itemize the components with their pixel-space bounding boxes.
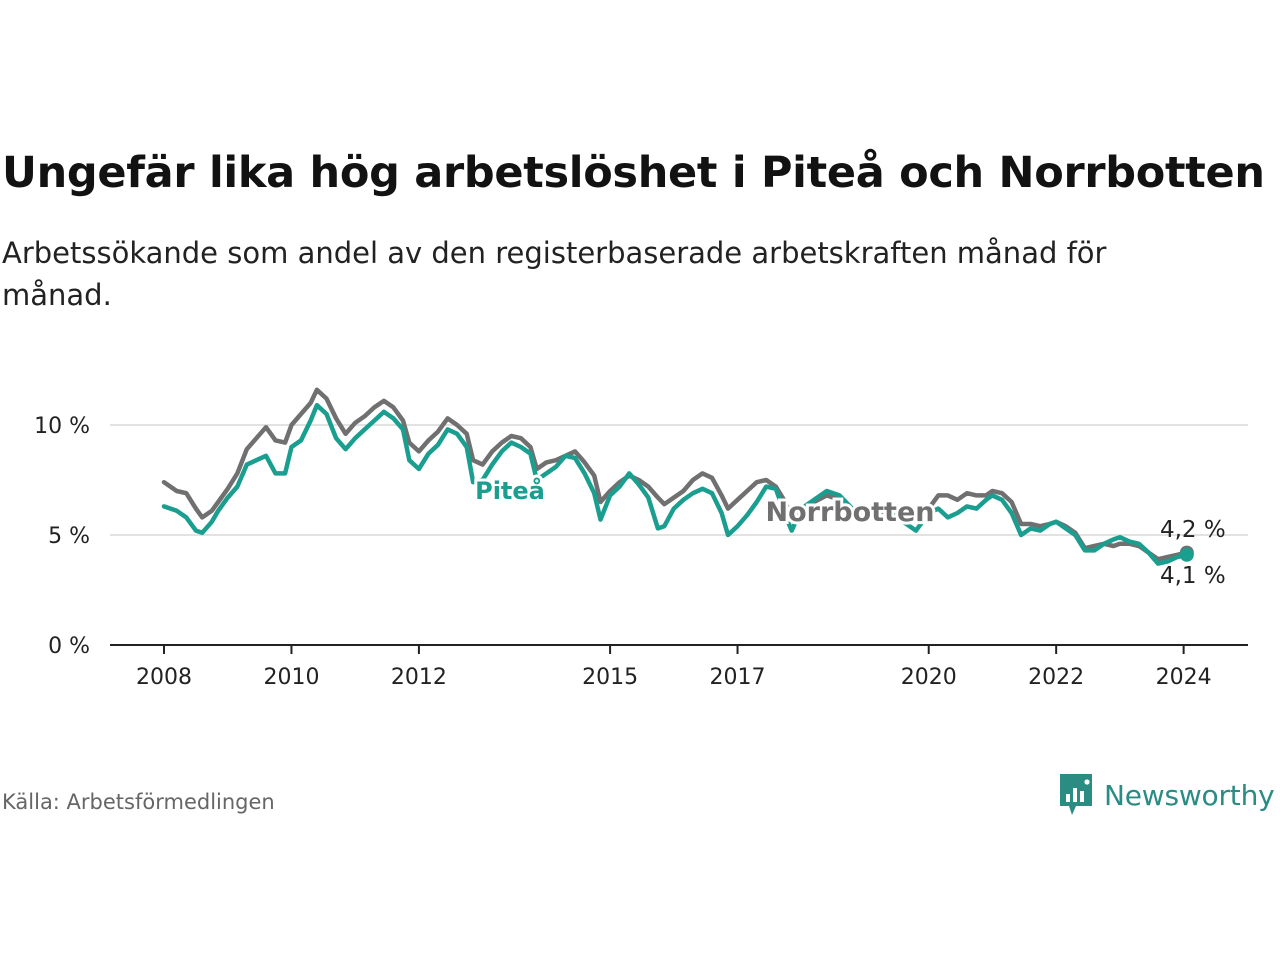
- source-note: Källa: Arbetsförmedlingen: [2, 790, 275, 814]
- series-lines: [161, 387, 1194, 566]
- x-tick-label: 2020: [901, 665, 957, 690]
- series-label-norrbotten: Norrbotten: [765, 497, 934, 528]
- end-value-label-norrbotten: 4,2 %: [1160, 517, 1226, 543]
- series-labels: Norrbotten Piteå 4,2 % 4,1 %: [472, 473, 1226, 589]
- x-tick-label: 2015: [582, 665, 638, 690]
- series-line-pitea: [161, 402, 1190, 566]
- x-tick-label: 2022: [1028, 665, 1084, 690]
- y-tick-label: 10 %: [34, 414, 90, 439]
- x-axis-ticks: 2008 2010 2012 2015 2017 2020 2022 2024: [136, 645, 1212, 690]
- chart-title: Ungefär lika hög arbetslöshet i Piteå oc…: [2, 148, 1265, 198]
- chart-subtitle: Arbetssökande som andel av den registerb…: [2, 236, 1107, 312]
- series-label-pitea: Piteå: [475, 476, 545, 505]
- line-chart: 0 %5 %10 % 2008 2010 2012 2015 2017 2020 2022 2…: [34, 387, 1248, 690]
- brand-name: Newsworthy: [1104, 778, 1275, 812]
- gridlines: [110, 424, 1248, 536]
- y-tick-label: 5 %: [48, 524, 90, 549]
- x-tick-label: 2017: [710, 665, 766, 690]
- x-tick-label: 2024: [1156, 665, 1212, 690]
- end-point-pitea: [1179, 547, 1194, 562]
- x-tick-label: 2010: [263, 665, 319, 690]
- x-tick-label: 2012: [391, 665, 447, 690]
- brand-logo: Newsworthy: [1058, 772, 1275, 818]
- y-axis-ticks: 0 % 5 % 10 %: [34, 414, 90, 659]
- y-tick-label: 0 %: [48, 634, 90, 659]
- newsworthy-logo-icon: [1060, 774, 1092, 815]
- series-line-norrbotten: [161, 387, 1190, 562]
- x-tick-label: 2008: [136, 665, 192, 690]
- end-value-label-pitea: 4,1 %: [1160, 563, 1226, 589]
